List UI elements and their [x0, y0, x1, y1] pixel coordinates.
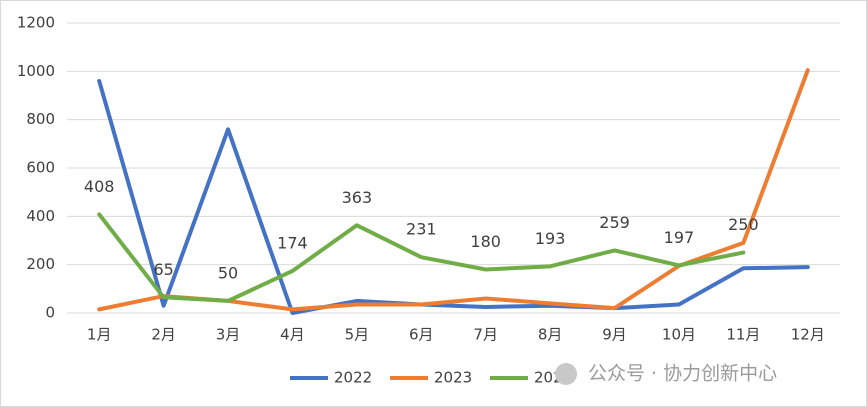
data-label: 259 [599, 213, 630, 232]
x-tick-label: 9月 [602, 326, 627, 344]
legend-label: 2022 [334, 369, 372, 387]
y-tick-label: 1000 [17, 62, 55, 80]
data-label: 180 [470, 232, 501, 251]
legend-label: 2023 [434, 369, 472, 387]
data-label: 197 [664, 228, 695, 247]
data-label: 408 [84, 177, 115, 196]
x-tick-label: 11月 [726, 326, 760, 344]
series-line [97, 212, 746, 303]
watermark: 公众号 · 协力创新中心 [588, 363, 777, 385]
x-tick-label: 4月 [280, 326, 305, 344]
data-label: 250 [728, 215, 759, 234]
y-tick-label: 400 [26, 207, 55, 225]
x-tick-label: 12月 [791, 326, 825, 344]
series-line [97, 79, 810, 315]
x-tick-label: 3月 [216, 326, 241, 344]
x-tick-label: 6月 [409, 326, 434, 344]
data-label: 50 [218, 263, 238, 282]
y-tick-label: 800 [26, 110, 55, 128]
x-tick-label: 5月 [345, 326, 370, 344]
x-tick-label: 8月 [538, 326, 563, 344]
data-label: 174 [277, 233, 308, 252]
x-tick-label: 1月 [87, 326, 112, 344]
y-tick-label: 1200 [17, 14, 55, 32]
data-label: 193 [535, 229, 566, 248]
watermark-icon [555, 363, 577, 385]
y-tick-label: 200 [26, 255, 55, 273]
y-tick-label: 600 [26, 159, 55, 177]
x-tick-label: 2月 [151, 326, 176, 344]
x-tick-label: 7月 [473, 326, 498, 344]
y-tick-label: 0 [45, 304, 55, 322]
data-label: 231 [406, 220, 437, 239]
data-label: 65 [153, 260, 173, 279]
x-tick-label: 10月 [662, 326, 696, 344]
data-label: 363 [342, 188, 373, 207]
